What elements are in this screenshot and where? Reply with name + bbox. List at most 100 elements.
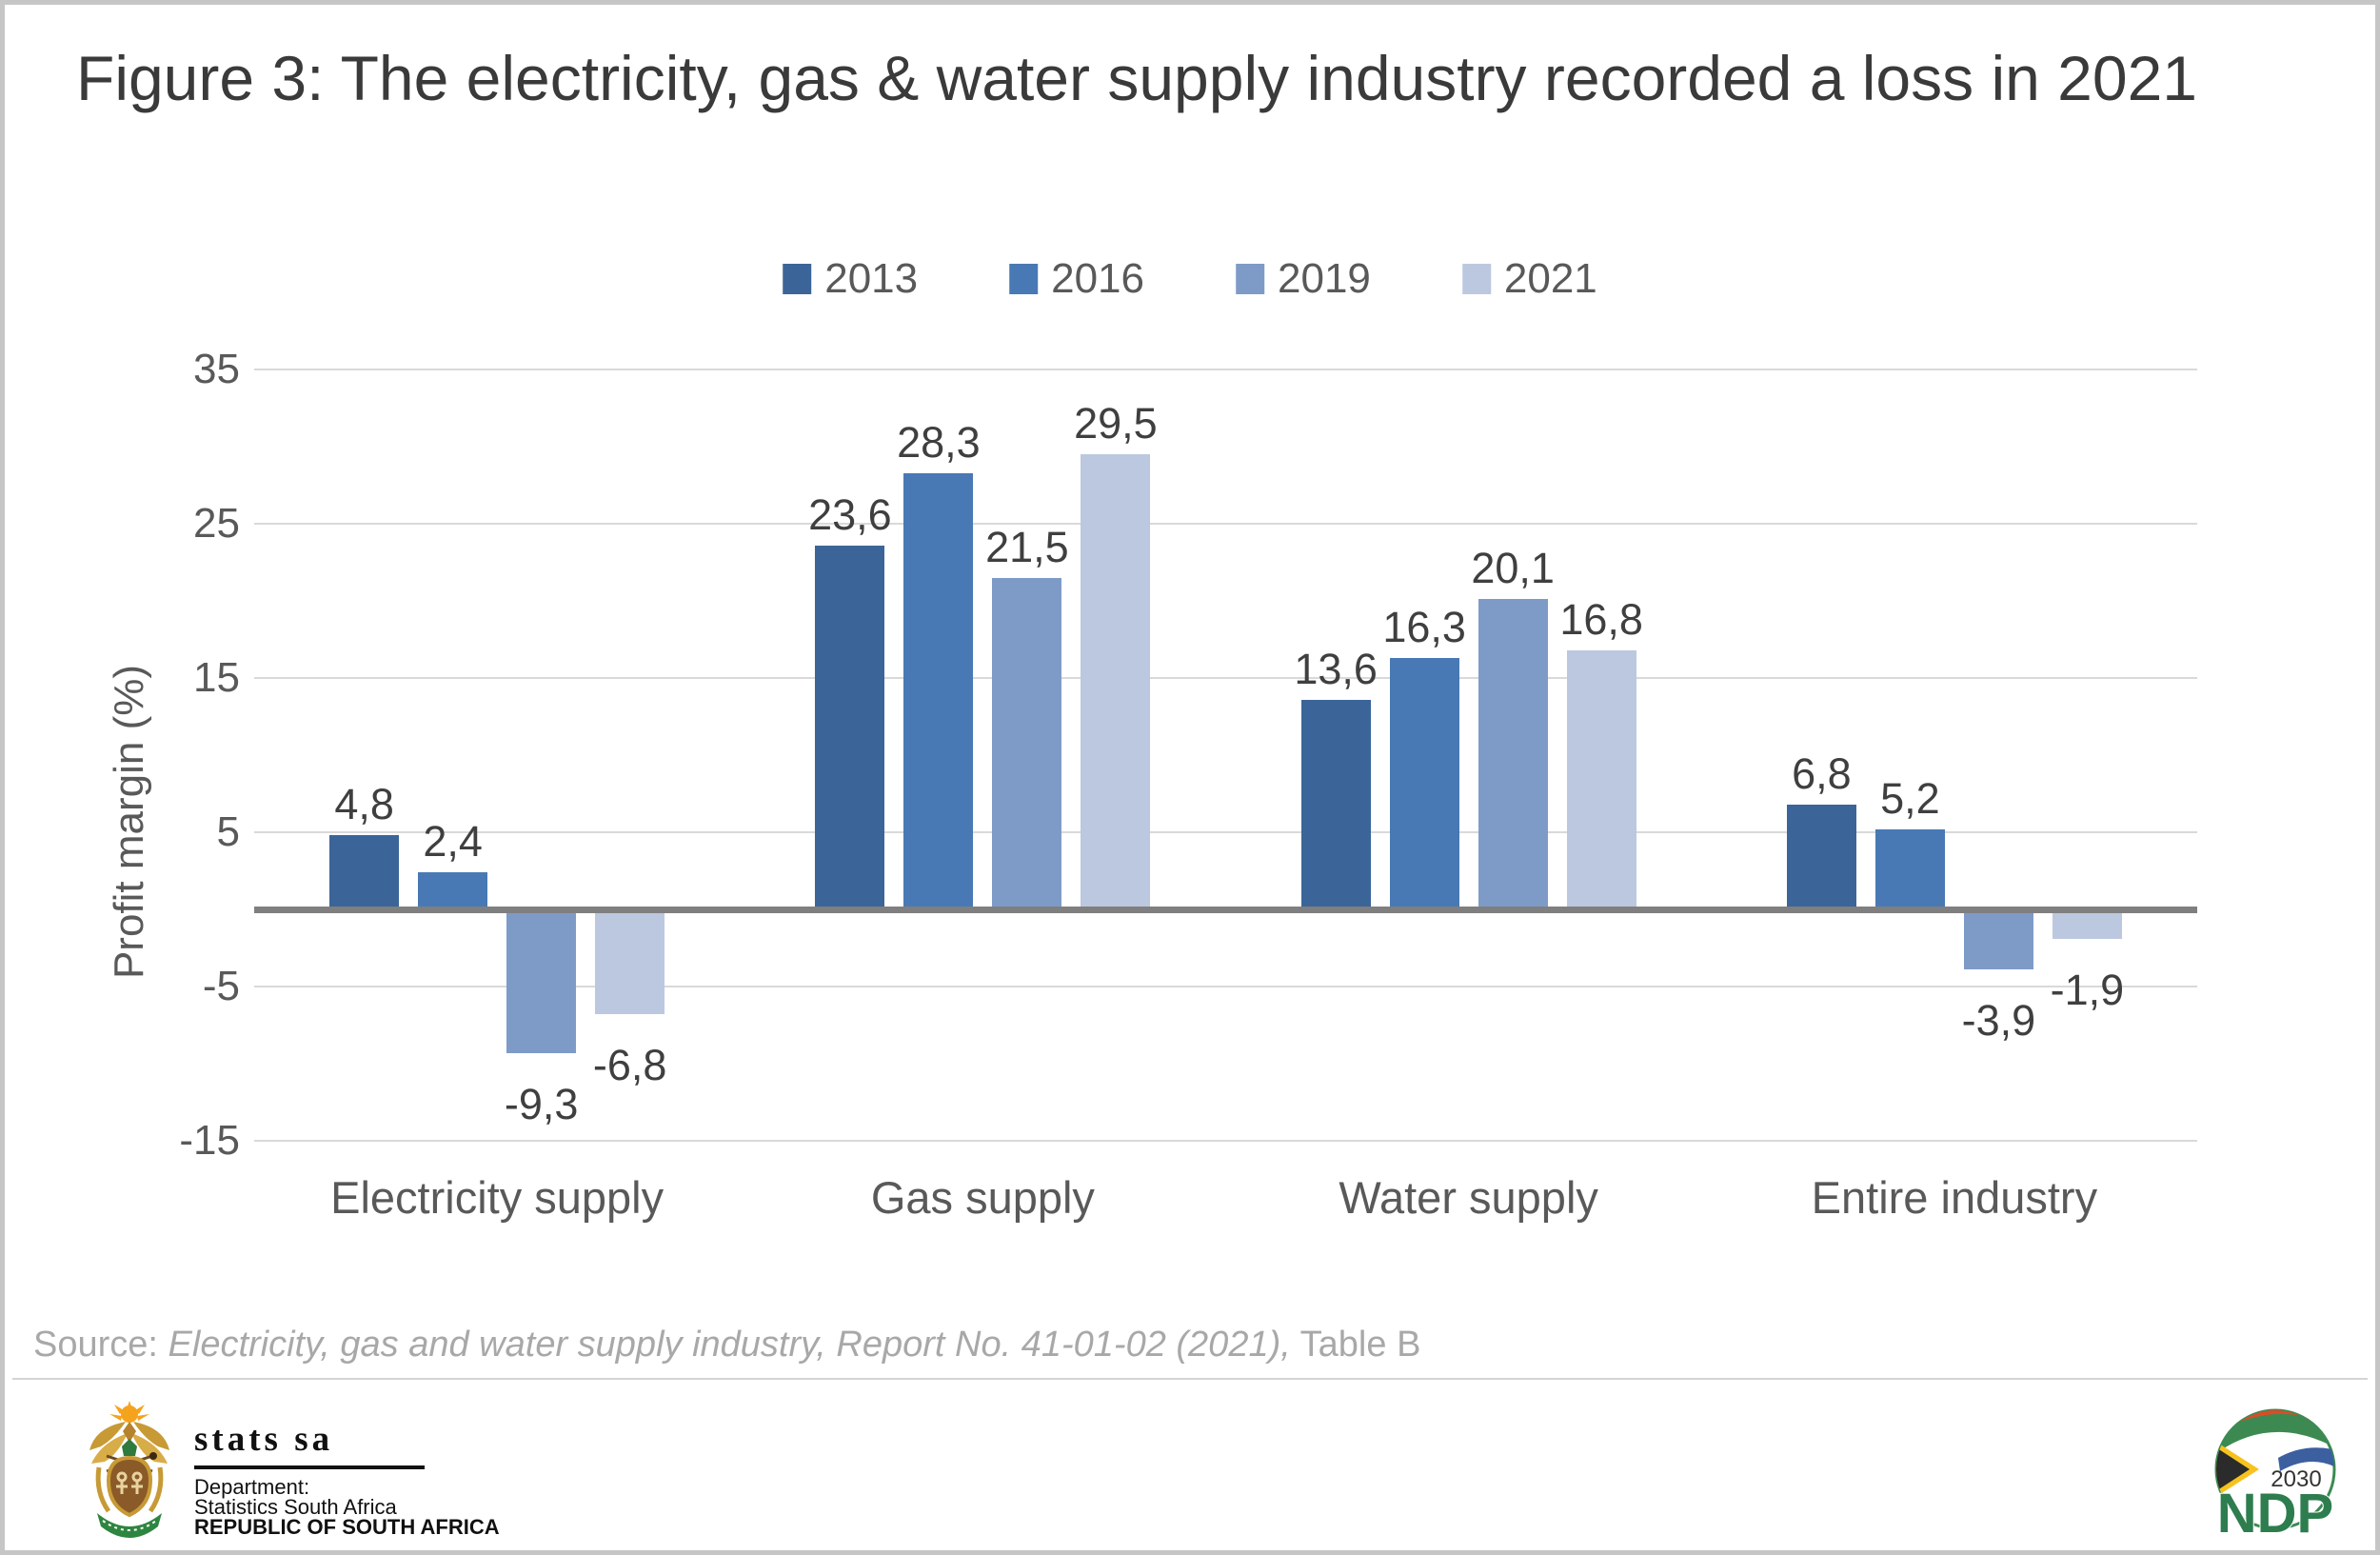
left-wing (89, 1422, 126, 1450)
bar-value-label: 2,4 (423, 817, 483, 867)
category-label-water-supply: Water supply (1339, 1172, 1598, 1223)
gridline-25 (254, 523, 2197, 525)
ndp-2030-logo: 2030 NDP (2204, 1403, 2347, 1550)
bar-value-label: -3,9 (1961, 996, 2036, 1046)
bar-2021-electricity-supply (595, 909, 665, 1015)
legend-item-2013: 2013 (783, 256, 918, 302)
bar-2021-entire-industry (2052, 909, 2122, 939)
legend-label-2019: 2019 (1278, 255, 1371, 302)
bar-2013-electricity-supply (329, 835, 400, 912)
bar-value-label: -9,3 (504, 1079, 579, 1128)
chart-legend: 2013 2016 2019 2021 (783, 256, 1597, 302)
protea (122, 1439, 137, 1456)
stats-sa-wordmark: stats sa (194, 1420, 334, 1459)
bar-value-label: -6,8 (592, 1041, 667, 1090)
right-wing (133, 1422, 169, 1450)
left-wing-inner (91, 1433, 128, 1464)
legend-item-2019: 2019 (1236, 256, 1371, 302)
y-tick-label: -5 (202, 963, 240, 1009)
bar-2013-entire-industry (1786, 804, 1856, 912)
bar-2016-electricity-supply (418, 872, 488, 912)
gridline-35 (254, 369, 2197, 370)
right-wheat (148, 1466, 164, 1513)
bar-2016-water-supply (1389, 657, 1459, 912)
shield-figures (116, 1471, 143, 1494)
gridline--5 (254, 986, 2197, 987)
y-tick-label: 15 (193, 654, 240, 701)
ndp-flag-black-triangle (2216, 1445, 2250, 1494)
stats-sa-coat-of-arms (89, 1401, 169, 1538)
bar-value-label: 16,3 (1382, 602, 1466, 651)
knob (149, 1452, 157, 1460)
gridline-15 (254, 677, 2197, 679)
bar-2016-entire-industry (1874, 828, 1945, 912)
stats-sa-logo: stats sa Department: Statistics South Af… (86, 1401, 500, 1544)
ndp-flag-blue-band (2278, 1447, 2334, 1471)
stats-sa-department-line: Department: (194, 1475, 310, 1499)
bar-value-label: 29,5 (1074, 399, 1158, 449)
bird-head (123, 1422, 136, 1443)
y-tick-label: -15 (179, 1117, 240, 1164)
stats-sa-text-block: stats sa Department: Statistics South Af… (194, 1401, 500, 1544)
stats-sa-statistics-line: Statistics South Africa (194, 1495, 397, 1519)
left-wheat (95, 1466, 111, 1513)
bar-2019-water-supply (1478, 599, 1548, 912)
bar-2021-water-supply (1566, 649, 1636, 912)
category-label-gas-supply: Gas supply (870, 1172, 1095, 1223)
legend-label-2016: 2016 (1051, 255, 1144, 302)
source-prefix: Source: (33, 1325, 169, 1365)
right-wing-inner (131, 1433, 168, 1464)
bar-value-label: 13,6 (1294, 644, 1378, 693)
bar-value-label: 6,8 (1792, 748, 1852, 798)
legend-item-2016: 2016 (1009, 256, 1144, 302)
gridline--15 (254, 1140, 2197, 1142)
bar-2021-gas-supply (1081, 454, 1151, 912)
bar-value-label: 28,3 (897, 417, 981, 467)
sun-icon (121, 1405, 138, 1423)
bar-2019-entire-industry (1963, 909, 2033, 970)
stats-sa-republic-line: REPUBLIC OF SOUTH AFRICA (194, 1515, 500, 1539)
bar-value-label: 4,8 (334, 780, 394, 829)
ndp-acronym-text: NDP (2217, 1483, 2333, 1545)
gridline-5 (254, 831, 2197, 833)
motto-banner (97, 1513, 162, 1538)
legend-label-2013: 2013 (824, 255, 919, 302)
bar-2013-gas-supply (815, 545, 885, 912)
x-axis-zero-line (254, 907, 2197, 913)
chart-title: Figure 3: The electricity, gas & water s… (76, 43, 2197, 113)
chart-plot-area: Profit margin (%) 35 25 15 5 -5 -15 4,8 23,6 13,… (5, 5, 2375, 1550)
stats-sa-rule (194, 1465, 425, 1469)
category-label-entire-industry: Entire industry (1811, 1172, 2098, 1223)
legend-swatch-2021 (1461, 264, 1491, 294)
source-line: Source: Electricity, gas and water suppl… (33, 1323, 2223, 1366)
shield (106, 1455, 153, 1518)
ndp-logo-graphic: 2030 NDP (2214, 1408, 2336, 1545)
bar-2019-gas-supply (992, 577, 1062, 912)
bar-value-label: 21,5 (985, 522, 1069, 571)
motto-text-marks (102, 1520, 157, 1531)
y-tick-label: 25 (193, 500, 240, 547)
bar-value-label: 23,6 (808, 489, 892, 539)
y-tick-label: 35 (193, 346, 240, 392)
legend-label-2021: 2021 (1503, 255, 1597, 302)
footer-divider (12, 1378, 2368, 1380)
source-reference: Electricity, gas and water supply indust… (168, 1325, 1291, 1365)
bar-2019-electricity-supply (506, 909, 577, 1053)
legend-item-2021: 2021 (1461, 255, 1597, 302)
bar-value-label: 20,1 (1471, 544, 1555, 593)
bar-value-label: 5,2 (1880, 773, 1940, 823)
ndp-flag-green-band (2216, 1413, 2334, 1460)
y-tick-label: 5 (216, 808, 240, 855)
bar-2016-gas-supply (903, 472, 974, 912)
bar-2013-water-supply (1300, 699, 1371, 912)
bar-value-label: -1,9 (2050, 965, 2125, 1014)
legend-swatch-2016 (1009, 264, 1039, 294)
ndp-year-text: 2030 (2271, 1466, 2321, 1492)
sun-rays (109, 1401, 149, 1421)
legend-swatch-2013 (783, 264, 812, 294)
bar-value-label: 16,8 (1559, 594, 1643, 644)
source-suffix: Table B (1290, 1325, 1421, 1365)
category-label-electricity-supply: Electricity supply (330, 1172, 664, 1223)
legend-swatch-2019 (1236, 264, 1264, 294)
